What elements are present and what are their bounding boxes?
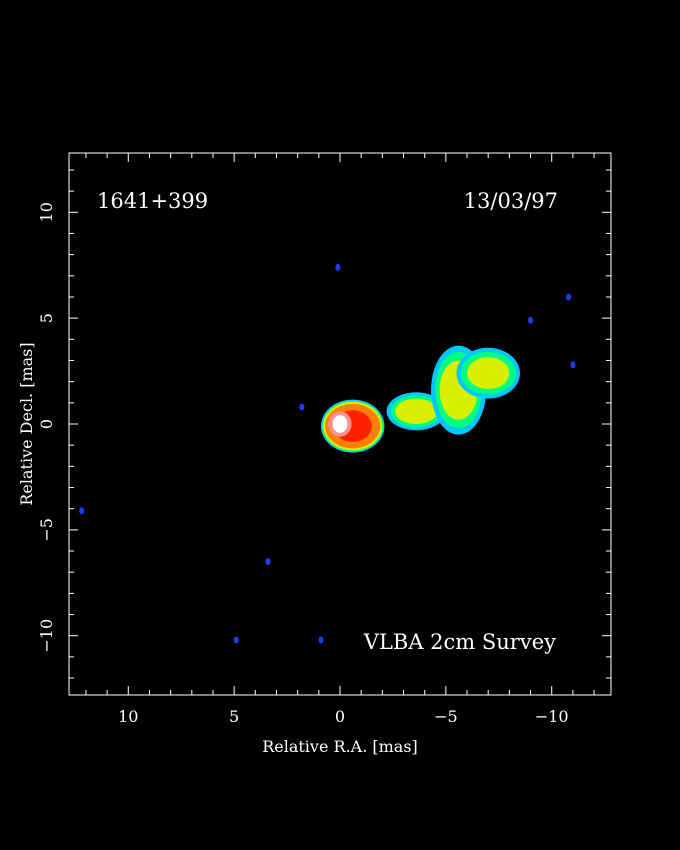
noise-spot xyxy=(299,403,305,411)
component-jet-outer xyxy=(456,347,520,399)
contour-level xyxy=(403,402,429,420)
y-tick-label: 10 xyxy=(37,202,56,222)
x-tick-label: 5 xyxy=(229,707,239,726)
observation-date: 13/03/97 xyxy=(464,189,558,213)
x-tick-label: −10 xyxy=(535,707,569,726)
intensity-map xyxy=(79,263,576,644)
tick-labels: 10 5 0 −5 −10 10 5 0 −5 −10 xyxy=(37,202,569,726)
x-axis-label: Relative R.A. [mas] xyxy=(262,737,418,756)
y-tick-label: 5 xyxy=(37,313,56,323)
contour-level xyxy=(475,363,501,383)
y-tick-label: 0 xyxy=(37,419,56,429)
noise-spot xyxy=(233,636,239,644)
noise-spot xyxy=(79,507,85,515)
core-peak xyxy=(332,415,348,433)
x-tick-label: 0 xyxy=(335,707,345,726)
noise-spot xyxy=(570,361,576,369)
noise-spot xyxy=(318,636,324,644)
y-axis-label: Relative Decl. [mas] xyxy=(17,342,36,505)
component-core xyxy=(320,399,385,453)
x-tick-label: 10 xyxy=(118,707,138,726)
noise-spot xyxy=(335,263,341,271)
noise-spot xyxy=(566,293,572,301)
noise-spot xyxy=(528,316,534,324)
component-jet-inner xyxy=(386,392,446,431)
y-tick-label: −5 xyxy=(37,518,56,542)
noise-spot xyxy=(265,558,271,566)
x-tick-label: −5 xyxy=(434,707,458,726)
source-name: 1641+399 xyxy=(97,189,208,213)
survey-label: VLBA 2cm Survey xyxy=(363,630,556,654)
y-tick-label: −10 xyxy=(37,619,56,653)
axis-ticks xyxy=(69,153,611,695)
